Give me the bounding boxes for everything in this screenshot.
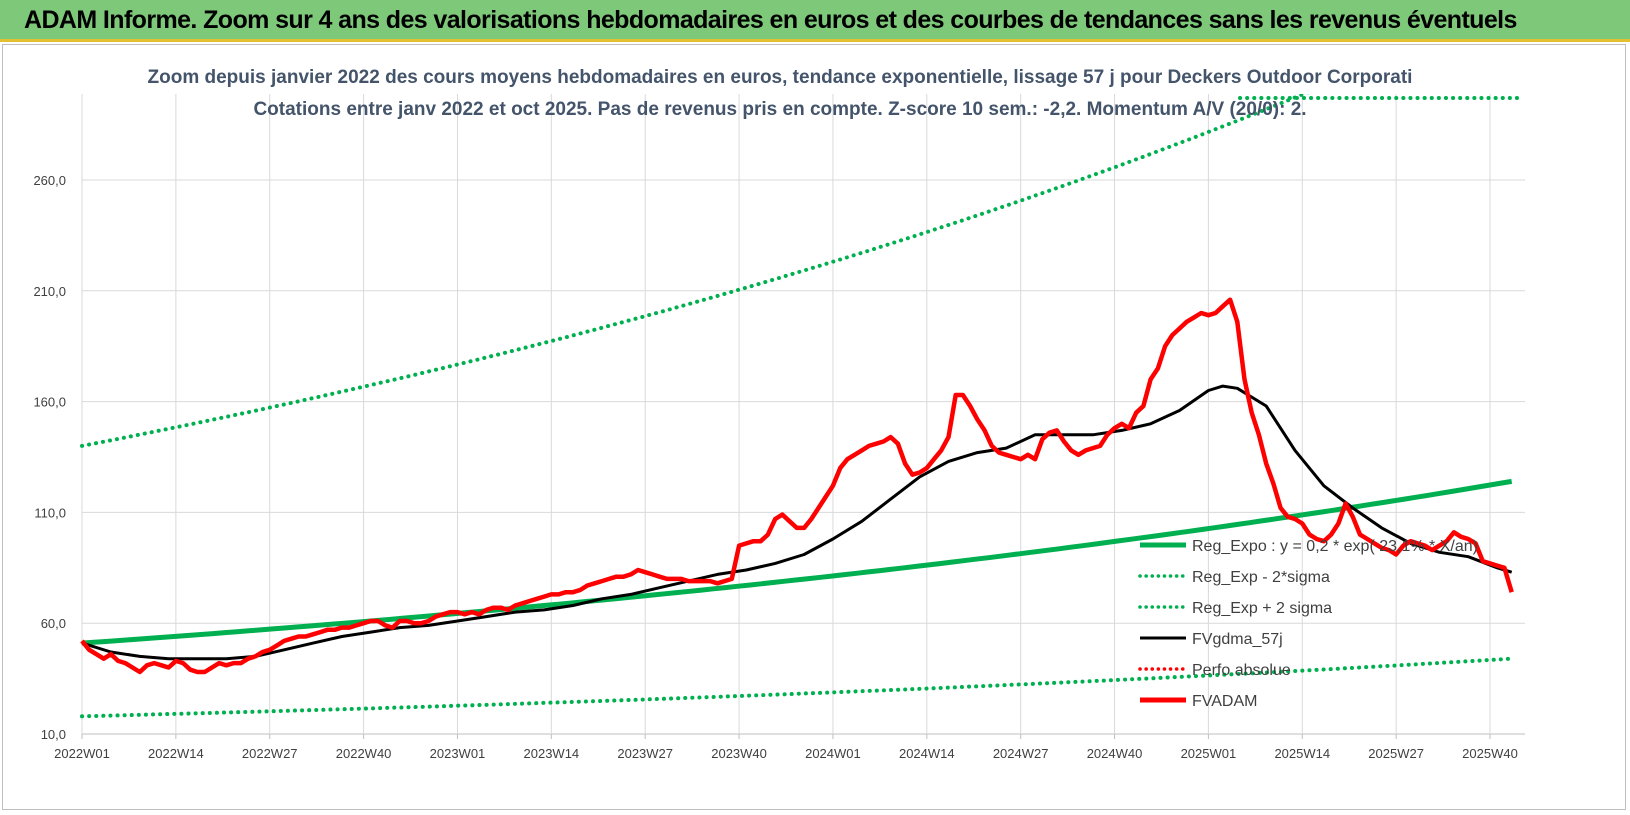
x-tick-label: 2022W14 bbox=[148, 746, 204, 761]
chart-title: Zoom depuis janvier 2022 des cours moyen… bbox=[148, 67, 1413, 120]
x-tick-label: 2024W01 bbox=[805, 746, 861, 761]
banner-title: ADAM Informe. Zoom sur 4 ans des valoris… bbox=[24, 6, 1517, 34]
y-tick-label: 60,0 bbox=[41, 616, 66, 631]
series-reg-expo bbox=[81, 478, 1513, 646]
y-tick-label: 210,0 bbox=[33, 284, 66, 299]
series-fvgdma-57j bbox=[81, 384, 1513, 661]
x-tick-label: 2023W40 bbox=[711, 746, 767, 761]
x-axis: 2022W01 2022W14 2022W27 2022W40 2023W01 2023W… bbox=[54, 746, 1518, 761]
y-axis: 10,0 60,0 110,0 160,0 210,0 260,0 bbox=[33, 173, 66, 742]
x-tick-label: 2023W14 bbox=[524, 746, 580, 761]
x-tick-label: 2022W40 bbox=[336, 746, 392, 761]
legend-label: Reg_Exp + 2 sigma bbox=[1192, 600, 1332, 617]
plot-area bbox=[80, 94, 1514, 719]
x-tick-label: 2025W40 bbox=[1462, 746, 1518, 761]
x-tick-label: 2024W27 bbox=[993, 746, 1049, 761]
legend: Reg_Expo : y = 0,2 * exp( 23,1% * X/an) R… bbox=[1138, 538, 1478, 710]
x-tick-label: 2024W14 bbox=[899, 746, 955, 761]
x-tick-label: 2023W01 bbox=[430, 746, 486, 761]
chart-frame bbox=[2, 44, 1626, 810]
y-tick-label: 260,0 bbox=[33, 173, 66, 188]
legend-label: Reg_Exp - 2*sigma bbox=[1192, 569, 1330, 586]
banner: ADAM Informe. Zoom sur 4 ans des valoris… bbox=[0, 0, 1630, 42]
legend-label: FVADAM bbox=[1192, 693, 1257, 710]
grid bbox=[81, 94, 1525, 739]
y-tick-label: 110,0 bbox=[34, 505, 66, 520]
y-tick-label: 160,0 bbox=[33, 395, 66, 410]
x-tick-label: 2022W01 bbox=[54, 746, 110, 761]
legend-label: Perfo absolue bbox=[1192, 662, 1291, 679]
legend-label: FVgdma_57j bbox=[1192, 631, 1283, 648]
legend-label: Reg_Expo : y = 0,2 * exp( 23,1% * X/an) bbox=[1192, 538, 1478, 555]
series-fvadam bbox=[80, 297, 1514, 675]
series-reg-exp-minus-2sigma bbox=[80, 656, 1514, 719]
series-reg-exp-plus-2sigma bbox=[80, 94, 1309, 448]
x-tick-label: 2023W27 bbox=[617, 746, 673, 761]
x-tick-label: 2022W27 bbox=[242, 746, 298, 761]
x-tick-label: 2025W27 bbox=[1368, 746, 1424, 761]
x-tick-label: 2024W40 bbox=[1087, 746, 1143, 761]
chart-title-line-2: Cotations entre janv 2022 et oct 2025. P… bbox=[253, 99, 1306, 120]
x-tick-label: 2025W01 bbox=[1181, 746, 1237, 761]
chart-title-line-1: Zoom depuis janvier 2022 des cours moyen… bbox=[148, 67, 1413, 88]
y-tick-label: 10,0 bbox=[41, 727, 66, 742]
x-tick-label: 2025W14 bbox=[1274, 746, 1330, 761]
